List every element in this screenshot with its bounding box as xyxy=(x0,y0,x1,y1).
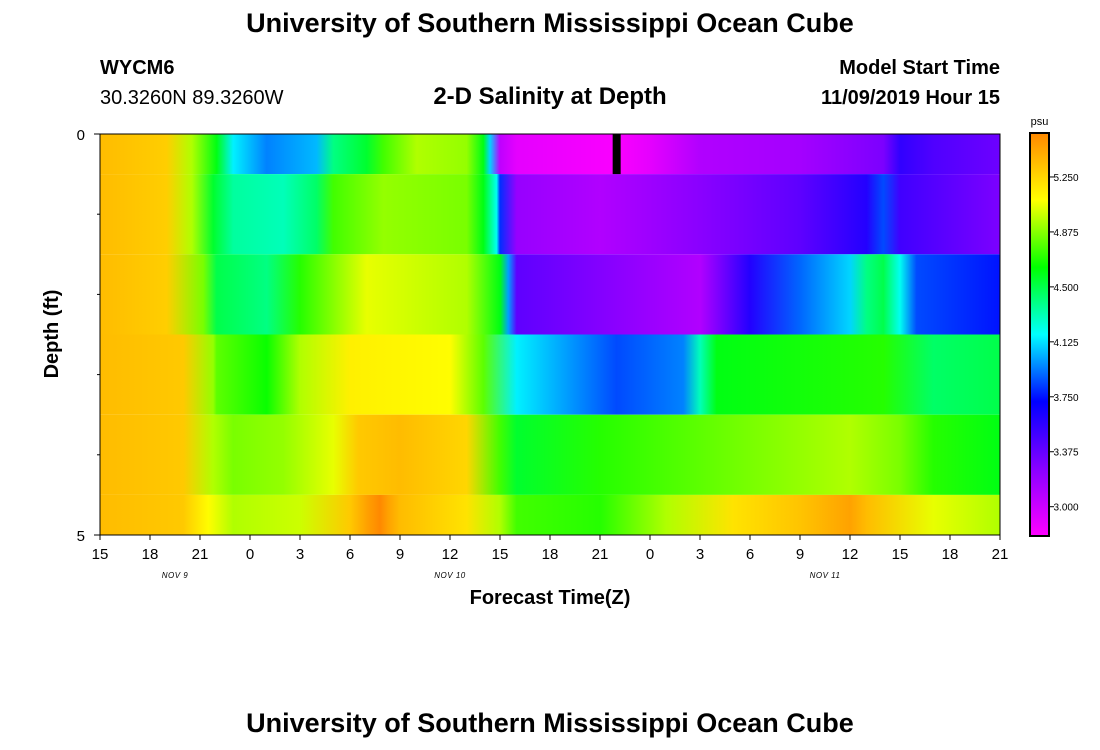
depth-layer-band xyxy=(100,334,1000,415)
colorbar-tick-label: 3.000 xyxy=(1053,503,1078,514)
x-tick-label: 18 xyxy=(142,546,159,563)
colorbar-tick-label: 4.875 xyxy=(1053,228,1078,239)
x-tick-label: 0 xyxy=(646,546,654,563)
x-date-label: NOV 9 xyxy=(162,571,189,580)
depth-layer-band xyxy=(100,254,1000,335)
colorbar-legend: psu 5.250 4.875 4.500 4.125 3.750 3.375 3.000 xyxy=(1029,116,1079,537)
x-tick-label: 6 xyxy=(746,546,754,563)
colorbar-tick-label: 3.750 xyxy=(1053,393,1078,404)
plot-title: 2-D Salinity at Depth xyxy=(433,83,667,110)
x-tick-label: 21 xyxy=(192,546,209,563)
x-tick-label: 9 xyxy=(796,546,804,563)
colorbar-gradient xyxy=(1029,132,1050,537)
y-tick-label: 5 xyxy=(77,528,85,545)
y-axis-title: Depth (ft) xyxy=(41,290,63,379)
x-tick-label: 15 xyxy=(92,546,109,563)
x-tick-label: 3 xyxy=(696,546,704,563)
depth-layers xyxy=(100,134,1000,535)
x-tick-label: 3 xyxy=(296,546,304,563)
chart-markers xyxy=(612,134,621,175)
colorbar-unit: psu xyxy=(1031,116,1049,128)
y-tick-label: 0 xyxy=(77,127,85,144)
x-tick-label: 21 xyxy=(592,546,609,563)
page-title: University of Southern Mississippi Ocean… xyxy=(246,8,854,38)
x-tick-label: 12 xyxy=(842,546,859,563)
colorbar-tick-label: 4.125 xyxy=(1053,338,1078,349)
model-start-label: Model Start Time xyxy=(839,57,1000,79)
depth-layer-band xyxy=(100,494,1000,535)
x-date-label: NOV 11 xyxy=(810,571,841,580)
x-tick-label: 18 xyxy=(942,546,959,563)
colorbar-tick-label: 5.250 xyxy=(1053,173,1078,184)
footer-title: University of Southern Mississippi Ocean… xyxy=(246,708,854,738)
x-tick-label: 0 xyxy=(246,546,254,563)
x-tick-label: 15 xyxy=(492,546,509,563)
x-axis-title: Forecast Time(Z) xyxy=(470,587,631,609)
station-id: WYCM6 xyxy=(100,57,175,79)
x-tick-label: 21 xyxy=(992,546,1009,563)
x-tick-label: 12 xyxy=(442,546,459,563)
x-tick-label: 18 xyxy=(542,546,559,563)
y-axis: 05 xyxy=(77,127,100,545)
x-tick-label: 6 xyxy=(346,546,354,563)
x-tick-label: 9 xyxy=(396,546,404,563)
depth-layer-band xyxy=(100,174,1000,255)
depth-layer-band xyxy=(100,134,1000,175)
colorbar-tick-label: 4.500 xyxy=(1053,283,1078,294)
depth-layer-band xyxy=(100,414,1000,495)
station-coordinates: 30.3260N 89.3260W xyxy=(100,87,284,109)
x-date-label: NOV 10 xyxy=(434,571,466,580)
model-start-value: 11/09/2019 Hour 15 xyxy=(820,87,1000,109)
grid-point-marker xyxy=(612,134,621,175)
colorbar-tick-label: 3.375 xyxy=(1053,448,1078,459)
x-tick-label: 15 xyxy=(892,546,909,563)
